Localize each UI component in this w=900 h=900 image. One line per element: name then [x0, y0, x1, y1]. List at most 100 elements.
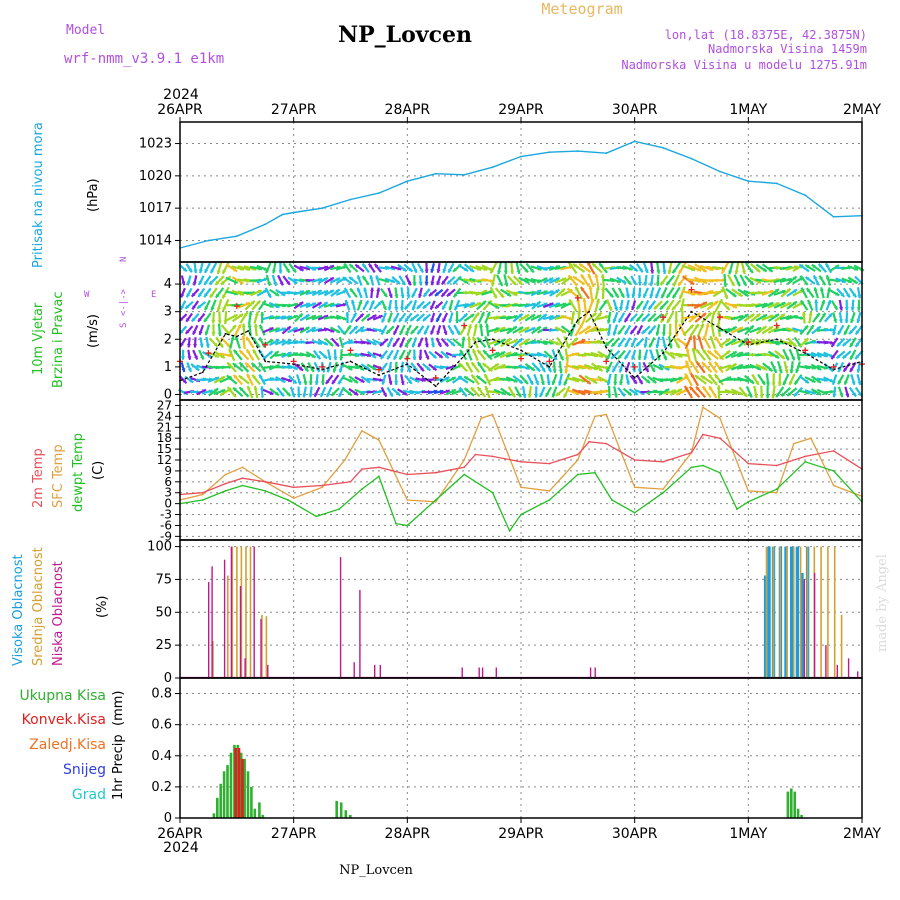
wind-arrow-head	[424, 269, 429, 273]
cloud-bar	[239, 586, 242, 678]
wind-arrow-head	[217, 320, 222, 324]
wind-arrow-head	[483, 266, 488, 271]
wind-arrow-head	[855, 330, 860, 335]
wind-arrow-head	[404, 305, 409, 310]
wind-arrow-head	[483, 350, 488, 355]
wind-arrow-head	[636, 317, 641, 322]
wind-arrow-head	[518, 280, 523, 285]
wind-arrow-head	[738, 326, 743, 331]
cloud-bar	[779, 546, 781, 678]
wind-arrow-head	[547, 367, 552, 372]
wind-arrow-head	[819, 275, 824, 280]
wind-arrow-head	[852, 392, 856, 397]
wind-arrow-head	[286, 280, 290, 285]
wind-arrow-head	[684, 385, 689, 390]
wind-arrow-head	[490, 282, 495, 287]
wind-arrow-head	[708, 374, 713, 379]
wind-arrow-head	[609, 293, 614, 298]
wind-arrow-head	[594, 273, 599, 278]
wind-arrow-head	[259, 337, 263, 342]
wind-arrow-head	[530, 366, 535, 371]
wind-arrow-head	[685, 347, 690, 352]
gust-marker	[603, 358, 610, 365]
wind-arrow-head	[424, 330, 428, 335]
gust-marker	[631, 363, 638, 370]
wind-arrow-head	[222, 294, 226, 299]
wind-arrow-head	[631, 343, 635, 348]
wind-arrow-head	[422, 304, 427, 309]
wind-arrow-head	[303, 381, 308, 385]
wind-arrow-head	[624, 355, 629, 360]
wind-arrow-head	[722, 278, 726, 283]
t2m-line-point	[264, 480, 267, 483]
wind-arrow-head	[684, 373, 689, 378]
wind-arrow-head	[461, 336, 466, 341]
wind-arrow-head	[280, 392, 284, 397]
time-label-bottom: 30APR	[612, 826, 658, 842]
dewpoint-line-point	[241, 484, 244, 487]
dewpoint-line-point	[201, 499, 204, 501]
wind-arrow-head	[329, 342, 334, 347]
wind-arrow-head	[732, 326, 737, 331]
wind-arrow-head	[379, 377, 383, 382]
wind-arrow-head	[205, 344, 210, 348]
wind-arrow-head	[786, 288, 791, 293]
wind-arrow-head	[471, 374, 476, 379]
wind-arrow-head	[661, 332, 666, 336]
wind-arrow-head	[407, 281, 412, 286]
wind-arrow-head	[568, 275, 573, 280]
sfc-temp-line-point	[434, 500, 437, 503]
wind-arrow-head	[424, 281, 429, 286]
wind-arrow-head	[689, 386, 694, 391]
credit-text: made by Angel	[875, 554, 890, 652]
wind-arrow-head	[281, 339, 286, 344]
wind-arrow-head	[743, 392, 748, 397]
wind-arrow-head	[208, 354, 213, 358]
wind-arrow-head	[782, 381, 787, 386]
cloud-bar	[267, 664, 269, 678]
wind-arrow-head	[347, 391, 352, 396]
dewpoint-line-point	[702, 464, 704, 467]
wind-arrow-head	[757, 339, 762, 344]
wind-arrow-head	[728, 270, 733, 275]
cloud-bar	[478, 667, 480, 678]
wind-arrow-head	[287, 378, 292, 383]
dewpoint-line-point	[719, 471, 721, 474]
wind-arrow-head	[399, 330, 404, 335]
bottom-time-axis: 26APR 27APR 28APR 29APR 30APR 1MAY 2MAY	[157, 826, 881, 842]
wind-arrow-head	[447, 280, 452, 285]
wind-arrow-head	[633, 379, 637, 384]
wind-arrow-head	[512, 280, 516, 285]
wind-arrow-head	[837, 380, 842, 385]
wind-arrow-head	[625, 306, 630, 311]
wind-arrow-head	[497, 270, 502, 275]
wind-arrow-head	[494, 363, 499, 368]
wind-arrow-head	[501, 391, 506, 395]
wind-arrow-head	[750, 339, 755, 344]
pressure-label: Pritisak na nivou mora	[31, 122, 46, 268]
wind-arrow-head	[442, 268, 447, 273]
wind-arrow-head	[312, 290, 317, 295]
wind-arrow-head	[527, 394, 532, 398]
pressure-line-point	[662, 146, 664, 149]
wind-arrow-head	[186, 317, 190, 322]
t2m-line-point	[361, 468, 363, 470]
wind-arrow-head	[545, 392, 550, 397]
wind-arrow-head	[784, 369, 789, 374]
wind-arrow-head	[445, 376, 450, 381]
wind-arrow-head	[739, 364, 744, 369]
wind-speed-line-point	[235, 335, 238, 338]
wind-arrow-head	[324, 265, 329, 270]
precip-panel	[212, 744, 803, 818]
compass-arrows: <-|->	[119, 288, 129, 316]
wind-arrow-head	[368, 263, 373, 268]
wind-arrow-head	[780, 354, 785, 359]
wind-arrow-head	[202, 389, 206, 394]
y-tick-label: 25	[155, 638, 172, 653]
precip-bar	[222, 771, 226, 818]
wind-arrow-head	[332, 368, 337, 373]
wind-arrow-head	[362, 276, 367, 281]
t2m-line	[179, 433, 863, 496]
wind-arrow-head	[210, 269, 215, 274]
